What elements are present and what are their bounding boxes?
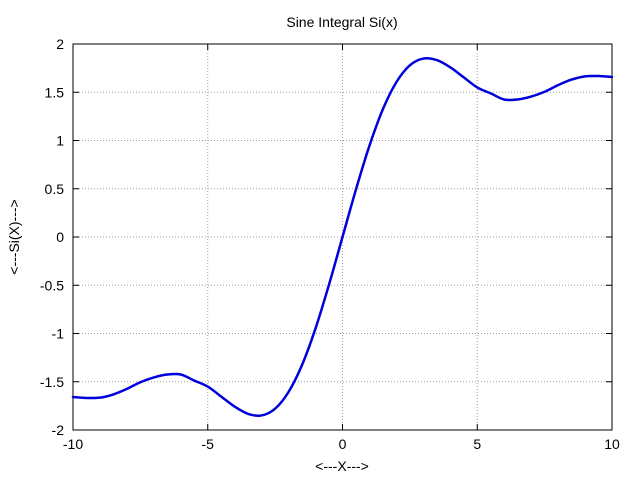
- x-tick-label: 5: [473, 436, 481, 452]
- y-tick-label: -0.5: [40, 277, 64, 293]
- y-tick-label: -1: [52, 326, 65, 342]
- tick-labels: -10 -5 0 5 10 2 1.5 1 0.5 0 -0.5 -1 -1.5 -2: [40, 36, 620, 452]
- x-tick-label: -10: [63, 436, 83, 452]
- x-axis-label: <---X--->: [315, 458, 369, 474]
- x-tick-label: 0: [339, 436, 347, 452]
- y-tick-label: -2: [52, 422, 65, 438]
- series-group: [71, 56, 614, 418]
- x-tick-label: 10: [604, 436, 620, 452]
- axis-ticks: [72, 43, 613, 431]
- series-line: [71, 56, 614, 418]
- x-tick-label: -5: [202, 436, 215, 452]
- y-tick-label: 0.5: [45, 181, 65, 197]
- y-tick-label: 1.5: [45, 84, 65, 100]
- y-tick-label: 1: [56, 133, 64, 149]
- y-tick-label: -1.5: [40, 374, 64, 390]
- y-tick-label: 2: [56, 36, 64, 52]
- y-tick-label: 0: [56, 229, 64, 245]
- y-axis-label: <---Si(X)--->: [6, 199, 22, 274]
- chart-title: Sine Integral Si(x): [286, 14, 397, 30]
